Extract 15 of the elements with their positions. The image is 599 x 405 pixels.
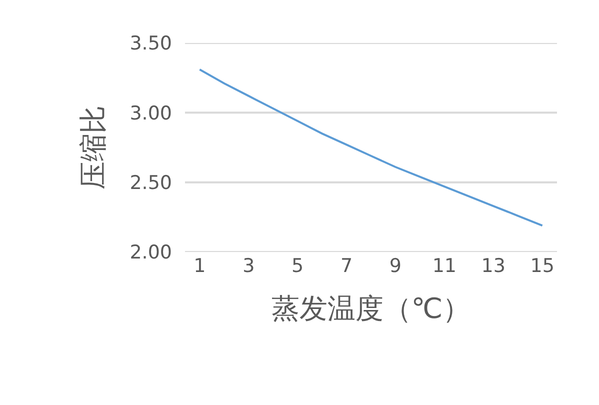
y-tick-label: 3.00 [130, 102, 172, 124]
x-tick-label: 15 [530, 255, 554, 277]
x-tick-label: 11 [432, 255, 457, 277]
y-tick-label: 2.50 [130, 172, 172, 194]
x-tick-label: 9 [389, 255, 402, 277]
y-tick-label: 3.50 [130, 32, 172, 55]
y-tick-label: 2.00 [130, 242, 172, 264]
x-axis-title: 蒸发温度（℃） [271, 292, 471, 326]
x-tick-label: 7 [340, 255, 353, 277]
y-axis-title: 压缩比 [76, 106, 110, 190]
x-tick-label: 13 [481, 255, 506, 277]
x-tick-label: 1 [194, 255, 206, 277]
x-tick-label: 3 [242, 255, 255, 277]
x-tick-label: 5 [292, 255, 304, 277]
line-series [198, 68, 544, 227]
